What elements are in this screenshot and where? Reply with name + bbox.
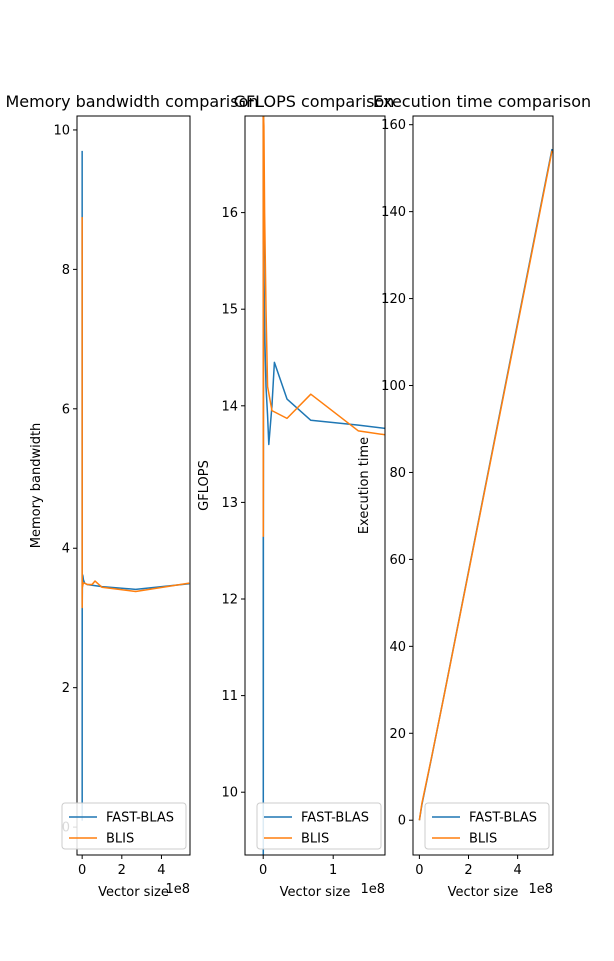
x-tick-label: 4 bbox=[513, 863, 521, 878]
plot-frame bbox=[412, 115, 554, 856]
x-tick-label: 1 bbox=[329, 863, 337, 878]
series-line-blis bbox=[418, 150, 553, 821]
legend: FAST-BLAS BLIS bbox=[424, 802, 550, 850]
y-tick-label: 16 bbox=[221, 206, 238, 221]
x-tick-label: 0 bbox=[259, 863, 267, 878]
x-offset-text: 1e8 bbox=[165, 882, 190, 897]
x-tick-label: 0 bbox=[415, 863, 423, 878]
x-tick-label: 4 bbox=[157, 863, 165, 878]
y-tick-label: 40 bbox=[389, 640, 406, 655]
subplot-2: 0 1 10 11 12 13 14 15 16 1e8 Vector size GFLOPS GFLO… bbox=[197, 92, 395, 900]
y-tick-label: 10 bbox=[53, 123, 70, 138]
legend-label: FAST-BLAS bbox=[469, 811, 537, 826]
y-tick-label: 8 bbox=[62, 263, 70, 278]
legend-label: BLIS bbox=[469, 832, 497, 847]
chart-title: Execution time comparison bbox=[373, 92, 591, 111]
plot-frame bbox=[76, 115, 191, 856]
y-tick-label: 140 bbox=[381, 205, 406, 220]
legend: FAST-BLAS BLIS bbox=[256, 802, 382, 850]
legend-label: FAST-BLAS bbox=[106, 811, 174, 826]
x-offset-text: 1e8 bbox=[360, 882, 385, 897]
chart-title: GFLOPS comparison bbox=[234, 92, 395, 111]
y-tick-label: 120 bbox=[381, 292, 406, 307]
plot-frame bbox=[244, 115, 386, 856]
legend-label: BLIS bbox=[301, 832, 329, 847]
y-axis-label: Memory bandwidth bbox=[29, 423, 44, 549]
legend-label: FAST-BLAS bbox=[301, 811, 369, 826]
x-offset-text: 1e8 bbox=[528, 882, 553, 897]
x-axis-label: Vector size bbox=[98, 885, 169, 900]
y-tick-label: 4 bbox=[62, 542, 70, 557]
x-axis-label: Vector size bbox=[448, 885, 519, 900]
y-tick-label: 2 bbox=[62, 681, 70, 696]
x-tick-label: 2 bbox=[118, 863, 126, 878]
legend-label: BLIS bbox=[106, 832, 134, 847]
series-line-blis bbox=[262, 116, 385, 537]
y-tick-label: 20 bbox=[389, 727, 406, 742]
y-tick-label: 6 bbox=[62, 402, 70, 417]
legend: FAST-BLAS BLIS bbox=[61, 802, 187, 850]
x-tick-label: 2 bbox=[464, 863, 472, 878]
y-tick-label: 14 bbox=[221, 399, 238, 414]
y-tick-label: 80 bbox=[389, 466, 406, 481]
y-tick-label: 10 bbox=[221, 786, 238, 801]
x-axis-label: Vector size bbox=[280, 885, 351, 900]
y-axis-label: Execution time bbox=[357, 437, 372, 534]
y-tick-label: 11 bbox=[221, 689, 238, 704]
y-tick-label: 60 bbox=[389, 553, 406, 568]
y-tick-label: 12 bbox=[221, 593, 238, 608]
y-axis-label: GFLOPS bbox=[197, 460, 212, 511]
series-line-blis bbox=[81, 217, 190, 609]
y-tick-label: 0 bbox=[398, 814, 406, 829]
chart-title: Memory bandwidth comparison bbox=[5, 92, 258, 111]
y-tick-label: 100 bbox=[381, 379, 406, 394]
y-tick-label: 13 bbox=[221, 496, 238, 511]
x-tick-label: 0 bbox=[78, 863, 86, 878]
y-tick-label: 15 bbox=[221, 303, 238, 318]
y-tick-label: 160 bbox=[381, 118, 406, 133]
